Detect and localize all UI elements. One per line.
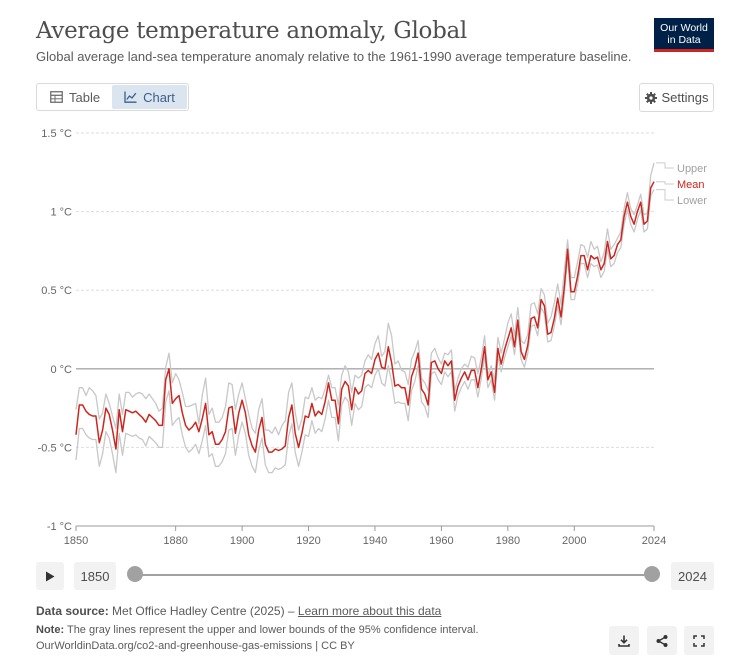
citation: OurWorldinData.org/co2-and-greenhouse-ga… <box>36 640 355 652</box>
settings-label: Settings <box>661 90 709 105</box>
legend-connector <box>656 162 674 169</box>
line-chart-icon <box>124 91 137 103</box>
x-tick-label: 1980 <box>496 535 520 547</box>
download-icon <box>618 635 630 647</box>
fullscreen-button[interactable] <box>684 626 714 655</box>
x-tick-label: 1940 <box>363 535 387 547</box>
logo-line-2: in Data <box>667 33 701 46</box>
y-tick-label: 1 °C <box>50 207 72 219</box>
series-line-lower <box>75 189 655 474</box>
legend-label-upper: Upper <box>677 163 707 175</box>
legend-label-mean: Mean <box>677 179 705 191</box>
x-tick-label: 1880 <box>163 535 187 547</box>
tab-chart[interactable]: Chart <box>112 85 187 109</box>
y-tick-label: -0.5 °C <box>38 442 72 454</box>
timeline-end-year[interactable]: 2024 <box>671 562 714 590</box>
gear-icon <box>644 91 657 104</box>
fullscreen-icon <box>693 634 705 647</box>
timeline-start-year[interactable]: 1850 <box>74 562 116 590</box>
timeline-track[interactable] <box>134 574 653 576</box>
tab-table[interactable]: Table <box>38 85 112 109</box>
logo-line-1: Our World <box>660 21 708 34</box>
tab-chart-label: Chart <box>143 89 175 105</box>
share-icon <box>656 634 668 647</box>
download-button[interactable] <box>609 626 639 655</box>
chart-note: Note: The gray lines represent the upper… <box>36 624 479 636</box>
x-tick-label: 1960 <box>429 535 453 547</box>
table-icon <box>50 91 63 103</box>
settings-button[interactable]: Settings <box>639 83 714 112</box>
y-tick-label: 0.5 °C <box>41 285 72 297</box>
series-line-upper <box>75 162 655 436</box>
page-title: Average temperature anomaly, Global <box>36 18 467 44</box>
view-tabs: Table Chart <box>36 83 189 111</box>
y-tick-label: -1 °C <box>47 521 72 533</box>
timeline-end-handle[interactable] <box>644 566 660 582</box>
tab-table-label: Table <box>69 89 101 105</box>
x-tick-label: 2000 <box>562 535 586 547</box>
x-tick-label: 1900 <box>230 535 254 547</box>
play-button[interactable] <box>36 562 64 590</box>
temperature-chart: -1 °C -0.5 °C 0 °C 0.5 °C 1 °C 1.5 °C 1850 1880… <box>38 128 708 547</box>
share-button[interactable] <box>647 626 677 655</box>
x-tick-label: 2024 <box>642 535 666 547</box>
note-label: Note: <box>36 624 65 636</box>
play-icon <box>46 571 55 581</box>
timeline-start-handle[interactable] <box>127 566 143 582</box>
x-tick-label: 1920 <box>296 535 320 547</box>
data-source: Data source: Met Office Hadley Centre (2… <box>36 604 441 618</box>
learn-more-link[interactable]: Learn more about this data <box>297 604 442 618</box>
series-line-mean <box>75 181 655 453</box>
x-tick-label: 1850 <box>64 535 88 547</box>
legend-connector <box>656 181 674 185</box>
note-text: The gray lines represent the upper and l… <box>66 624 479 636</box>
page-subtitle: Global average land-sea temperature anom… <box>36 49 632 64</box>
owid-logo[interactable]: Our World in Data <box>654 18 714 52</box>
y-tick-label: 1.5 °C <box>41 128 72 140</box>
source-text: Met Office Hadley Centre (2025) – <box>112 604 295 618</box>
legend-label-lower: Lower <box>677 195 707 207</box>
source-label: Data source: <box>36 604 109 618</box>
legend-connector <box>656 189 674 201</box>
y-tick-label: 0 °C <box>50 364 72 376</box>
